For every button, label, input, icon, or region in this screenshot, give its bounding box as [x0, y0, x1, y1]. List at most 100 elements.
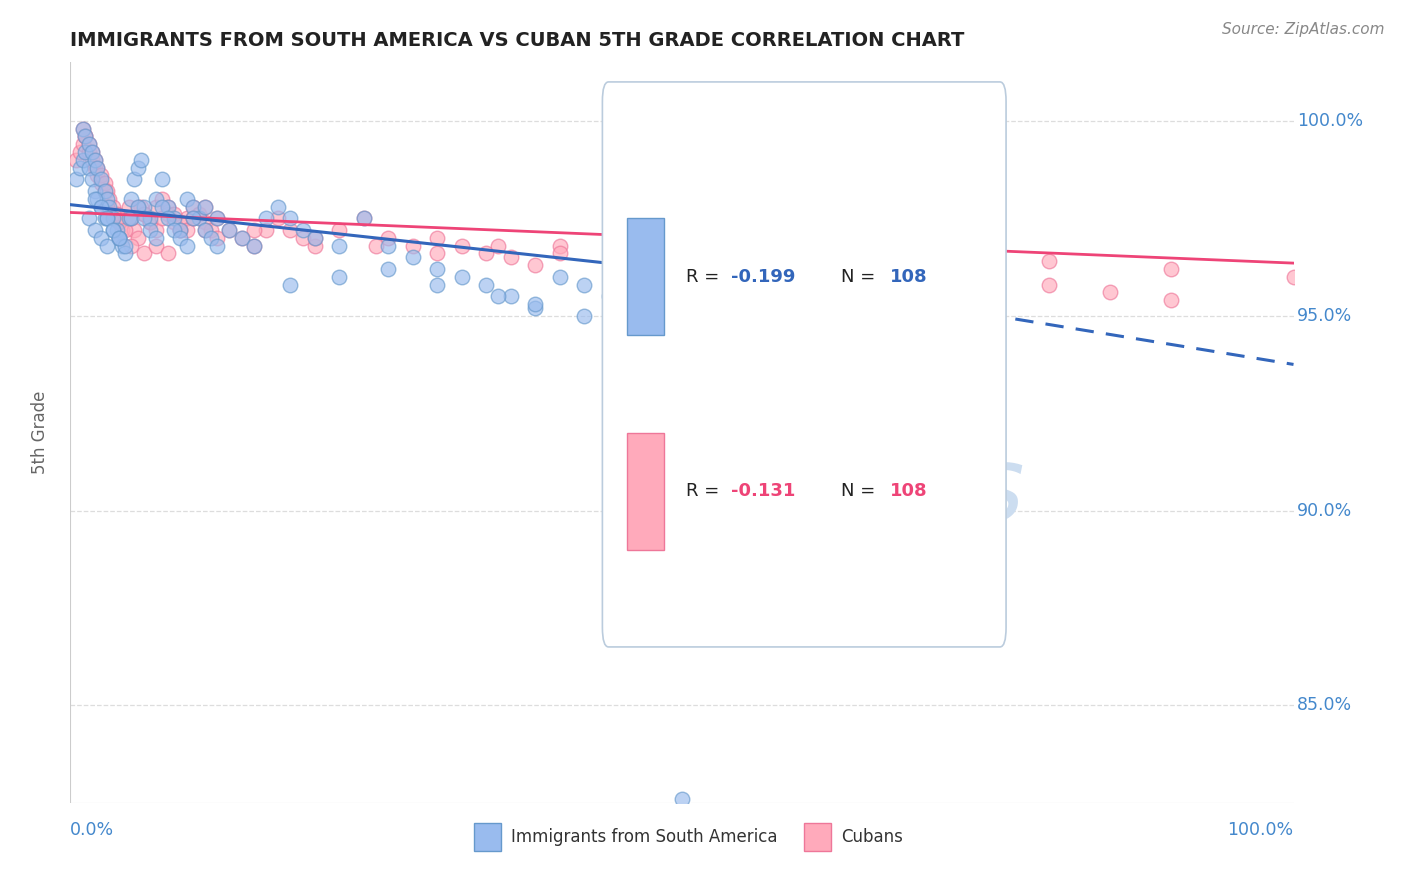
Point	[96, 211, 118, 226]
Point	[194, 223, 217, 237]
Point	[77, 137, 100, 152]
Point	[90, 200, 112, 214]
Point	[73, 145, 96, 159]
Point	[187, 211, 209, 226]
Point	[548, 238, 571, 252]
Point	[1160, 262, 1182, 277]
Point	[98, 200, 121, 214]
Point	[353, 211, 375, 226]
Point	[267, 200, 290, 214]
Point	[163, 207, 186, 221]
Point	[304, 231, 326, 245]
Point	[243, 238, 266, 252]
Point	[194, 215, 217, 229]
Point	[93, 176, 115, 190]
Point	[73, 129, 96, 144]
Point	[101, 211, 124, 226]
Text: Cubans: Cubans	[841, 828, 903, 846]
Point	[793, 238, 815, 252]
Point	[598, 289, 620, 303]
Point	[73, 129, 96, 144]
Point	[83, 153, 105, 167]
Text: 108: 108	[890, 268, 928, 285]
Point	[488, 289, 510, 303]
Point	[150, 192, 173, 206]
Point	[695, 324, 717, 338]
Point	[572, 309, 595, 323]
Point	[108, 231, 131, 245]
Point	[1282, 269, 1305, 284]
Point	[1160, 293, 1182, 307]
Point	[671, 231, 693, 245]
Point	[83, 153, 105, 167]
Point	[499, 289, 522, 303]
Point	[93, 184, 115, 198]
Point	[793, 262, 815, 277]
Point	[105, 223, 128, 237]
Point	[101, 223, 124, 237]
Text: N =: N =	[841, 268, 882, 285]
Point	[108, 231, 131, 245]
Bar	[474, 822, 501, 851]
Point	[181, 211, 204, 226]
Point	[548, 246, 571, 260]
Point	[157, 200, 180, 214]
Point	[118, 211, 141, 226]
Point	[132, 207, 155, 221]
Point	[108, 215, 131, 229]
Point	[69, 145, 91, 159]
Point	[114, 223, 136, 237]
FancyBboxPatch shape	[602, 82, 1007, 647]
Point	[105, 207, 128, 221]
Point	[121, 211, 143, 226]
Point	[93, 184, 115, 198]
Text: -0.131: -0.131	[731, 482, 796, 500]
Point	[111, 223, 134, 237]
Point	[169, 231, 191, 245]
Point	[83, 223, 105, 237]
Point	[129, 200, 152, 214]
Point	[231, 231, 253, 245]
Point	[218, 223, 240, 237]
Text: ZIP: ZIP	[621, 442, 811, 542]
Point	[426, 262, 449, 277]
Point	[720, 336, 742, 351]
Point	[176, 238, 198, 252]
Point	[163, 211, 186, 226]
Point	[98, 192, 121, 206]
Point	[86, 161, 108, 175]
Point	[304, 238, 326, 252]
Point	[96, 200, 118, 214]
Point	[671, 792, 693, 806]
Point	[328, 269, 350, 284]
Point	[169, 215, 191, 229]
Point	[205, 231, 228, 245]
Point	[610, 254, 633, 268]
Point	[733, 269, 755, 284]
Point	[118, 200, 141, 214]
Text: atlas: atlas	[773, 442, 1025, 541]
Point	[671, 328, 693, 343]
Point	[671, 262, 693, 277]
Point	[145, 192, 167, 206]
Point	[647, 309, 669, 323]
Text: 5th Grade: 5th Grade	[31, 391, 49, 475]
Text: Source: ZipAtlas.com: Source: ZipAtlas.com	[1222, 22, 1385, 37]
Point	[82, 145, 104, 159]
Point	[524, 301, 547, 315]
Point	[157, 200, 180, 214]
Point	[114, 246, 136, 260]
Point	[254, 223, 277, 237]
Point	[915, 246, 938, 260]
Point	[181, 211, 204, 226]
Point	[855, 269, 877, 284]
Bar	[627, 219, 664, 335]
Point	[145, 200, 167, 214]
Text: 0.0%: 0.0%	[70, 822, 114, 839]
Point	[280, 223, 302, 237]
Point	[1099, 285, 1122, 300]
Point	[402, 238, 425, 252]
Point	[176, 211, 198, 226]
Point	[181, 200, 204, 214]
Point	[129, 153, 152, 167]
